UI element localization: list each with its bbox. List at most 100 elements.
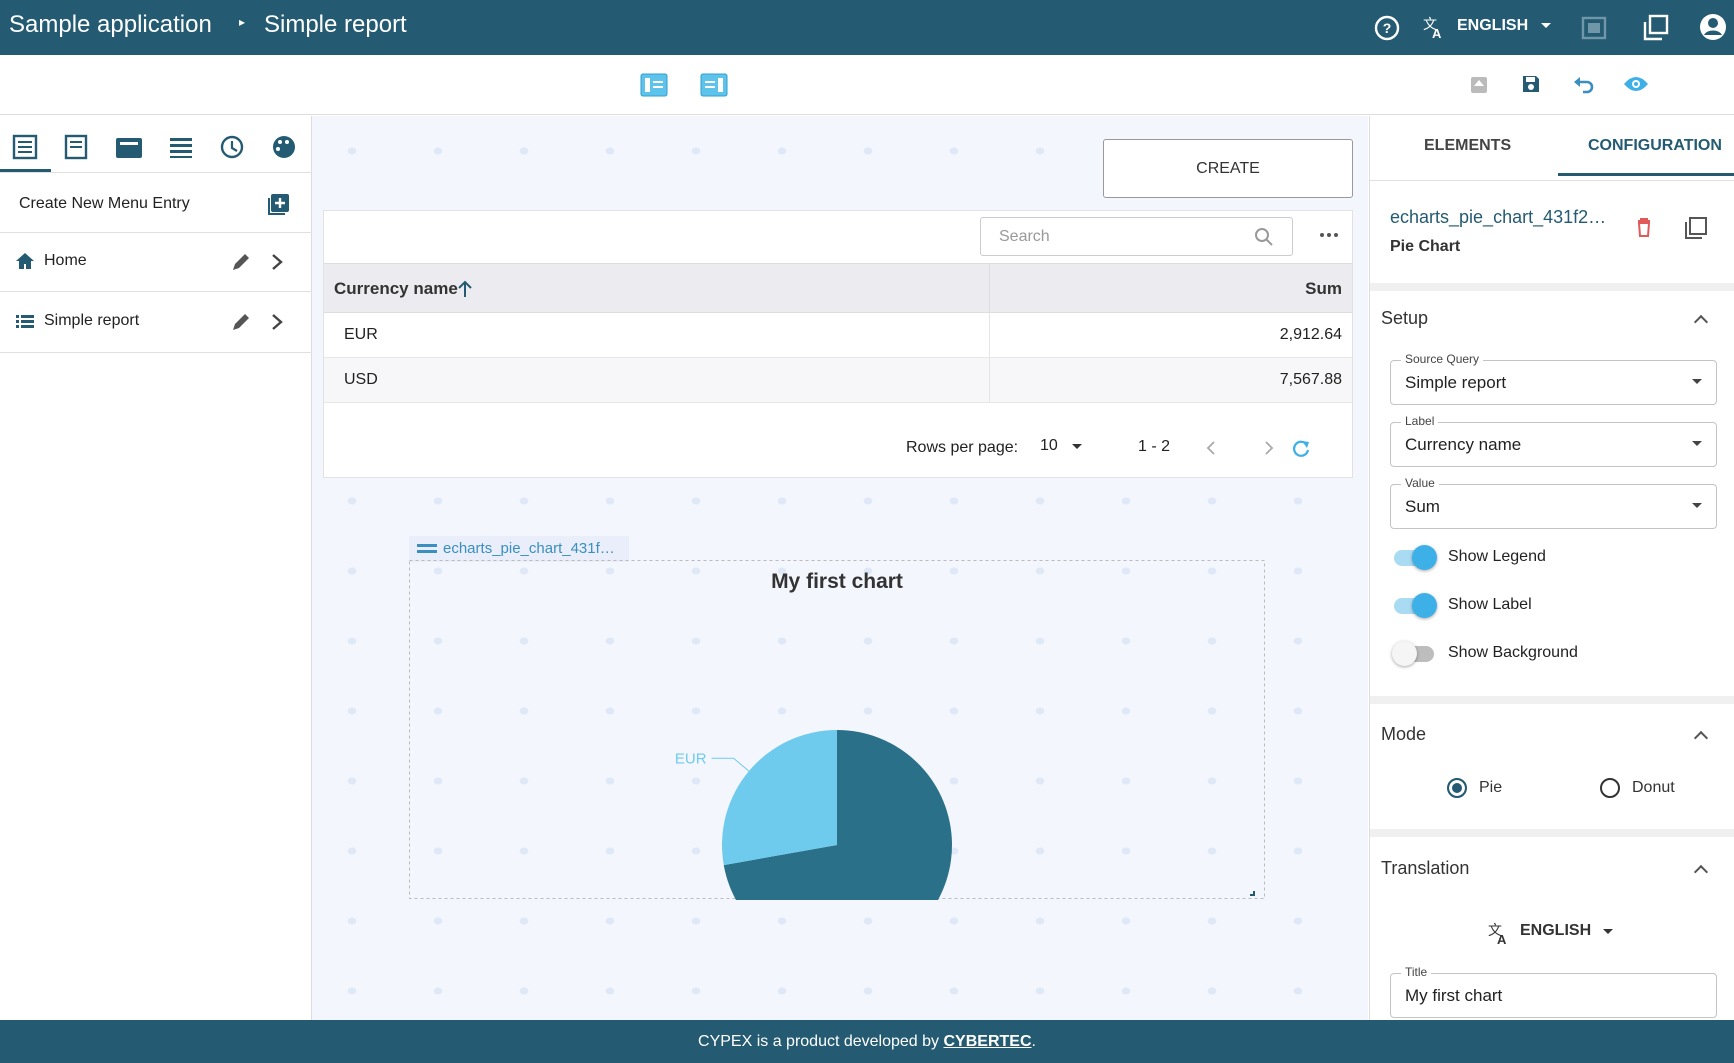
undo-icon[interactable] (1572, 73, 1596, 95)
home-icon (16, 253, 34, 269)
element-tab[interactable]: echarts_pie_chart_431f… (409, 536, 629, 562)
divider (0, 232, 312, 233)
field-label: Value (1401, 476, 1439, 490)
select-field[interactable]: Source Query Simple report (1390, 352, 1717, 405)
shape (230, 141, 238, 152)
radio[interactable] (1447, 778, 1467, 798)
menu-item[interactable]: Simple report (44, 312, 140, 329)
shape (417, 550, 437, 553)
shape (21, 320, 34, 323)
title-field[interactable]: Title My first chart (1390, 965, 1717, 1018)
cell: USD (344, 371, 378, 388)
app-name[interactable]: Sample application (9, 11, 212, 38)
toggle[interactable] (1392, 545, 1437, 570)
pager[interactable] (1204, 439, 1314, 457)
shape: A (1432, 26, 1442, 40)
search-box[interactable]: Search (980, 217, 1293, 256)
shape (233, 254, 249, 270)
language[interactable]: ENGLISH (1457, 17, 1529, 34)
section-title[interactable]: Setup (1381, 308, 1429, 328)
account-icon[interactable] (1697, 11, 1729, 43)
toggle-knob (1392, 641, 1417, 666)
shape (1648, 14, 1669, 35)
shape (1634, 82, 1638, 86)
shape (1327, 233, 1331, 237)
pie-chart: My first chart USDEURUSDEUR (409, 560, 1265, 900)
pages-icon[interactable] (1641, 13, 1671, 43)
collapse-icon[interactable] (1693, 730, 1709, 746)
shape (16, 325, 19, 328)
footer-text: CYPEX is a product developed by (698, 1033, 944, 1050)
cell: 7,567.88 (1279, 371, 1342, 388)
table-row: USD 7,567.88 (324, 358, 1352, 403)
field-arrow (1692, 503, 1702, 508)
shape (1588, 23, 1600, 33)
create-button[interactable]: CREATE (1103, 139, 1353, 198)
rows-per-page[interactable]: 10 (1040, 437, 1058, 454)
toggle[interactable] (1392, 593, 1437, 618)
shape (220, 135, 244, 159)
layout-left-icon[interactable] (640, 73, 668, 97)
collapse-icon[interactable] (1693, 864, 1709, 880)
shape (170, 156, 192, 158)
column-header[interactable]: Sum (1305, 279, 1342, 298)
save-icon[interactable] (1520, 73, 1542, 95)
breadcrumb-arrow: ▸ (239, 15, 246, 29)
toggle[interactable] (1392, 641, 1436, 666)
translate-icon[interactable]: 文A (1421, 14, 1447, 40)
divider (0, 172, 312, 173)
shape (170, 138, 192, 141)
tab[interactable]: ELEMENTS (1424, 137, 1512, 154)
radio-label: Donut (1632, 779, 1675, 796)
sort-icon[interactable] (457, 279, 473, 299)
column-header[interactable]: Currency name (334, 279, 458, 298)
publish-icon[interactable] (1468, 74, 1490, 96)
collapse-icon[interactable] (1693, 314, 1709, 330)
shape (12, 134, 38, 160)
element-actions[interactable] (1632, 216, 1712, 240)
select-field[interactable]: Label Currency name (1390, 414, 1717, 467)
pie-slice (722, 730, 837, 866)
builder-icon[interactable] (1580, 13, 1610, 43)
shape (1643, 22, 1662, 41)
create-menu-entry[interactable]: Create New Menu Entry (19, 195, 190, 212)
shape (12, 134, 295, 160)
section-title[interactable]: Mode (1381, 724, 1427, 744)
sidebar-tabs (0, 134, 295, 172)
list-icon (16, 315, 34, 328)
item-actions[interactable] (231, 312, 287, 332)
section-gap (1370, 829, 1734, 837)
footer-link[interactable]: CYBERTEC (943, 1033, 1032, 1050)
more-icon[interactable] (1319, 231, 1339, 239)
field-value: Sum (1405, 497, 1440, 516)
field-arrow (1692, 379, 1702, 384)
shape (1374, 15, 1400, 41)
help-icon[interactable]: ? (1373, 14, 1401, 42)
shape (1704, 30, 1722, 35)
select-field[interactable]: Value Sum (1390, 476, 1717, 529)
shape (653, 86, 663, 88)
menu-item[interactable]: Home (44, 252, 87, 269)
shape: A (1497, 932, 1507, 946)
add-icon[interactable] (268, 193, 290, 215)
radio[interactable] (1600, 778, 1620, 798)
toggle-label: Show Background (1448, 644, 1578, 661)
tab[interactable]: CONFIGURATION (1588, 137, 1722, 154)
shape (1474, 80, 1484, 86)
cell: 2,912.64 (1279, 326, 1342, 343)
section-title[interactable]: Translation (1381, 858, 1470, 878)
preview-icon[interactable] (1623, 74, 1649, 94)
shape (1250, 891, 1255, 896)
shape (275, 198, 285, 208)
shape (1334, 233, 1338, 237)
divider (1370, 180, 1734, 181)
shape (1526, 77, 1535, 82)
item-actions[interactable] (231, 252, 287, 272)
layout-right-icon[interactable] (700, 73, 728, 97)
field-value: My first chart (1405, 986, 1503, 1005)
shape: 文 (1488, 922, 1502, 938)
field-label: Source Query (1401, 352, 1484, 366)
footer-end: . (1031, 1033, 1036, 1050)
translate-icon: 文A (1488, 922, 1507, 946)
language[interactable]: ENGLISH (1520, 922, 1592, 939)
